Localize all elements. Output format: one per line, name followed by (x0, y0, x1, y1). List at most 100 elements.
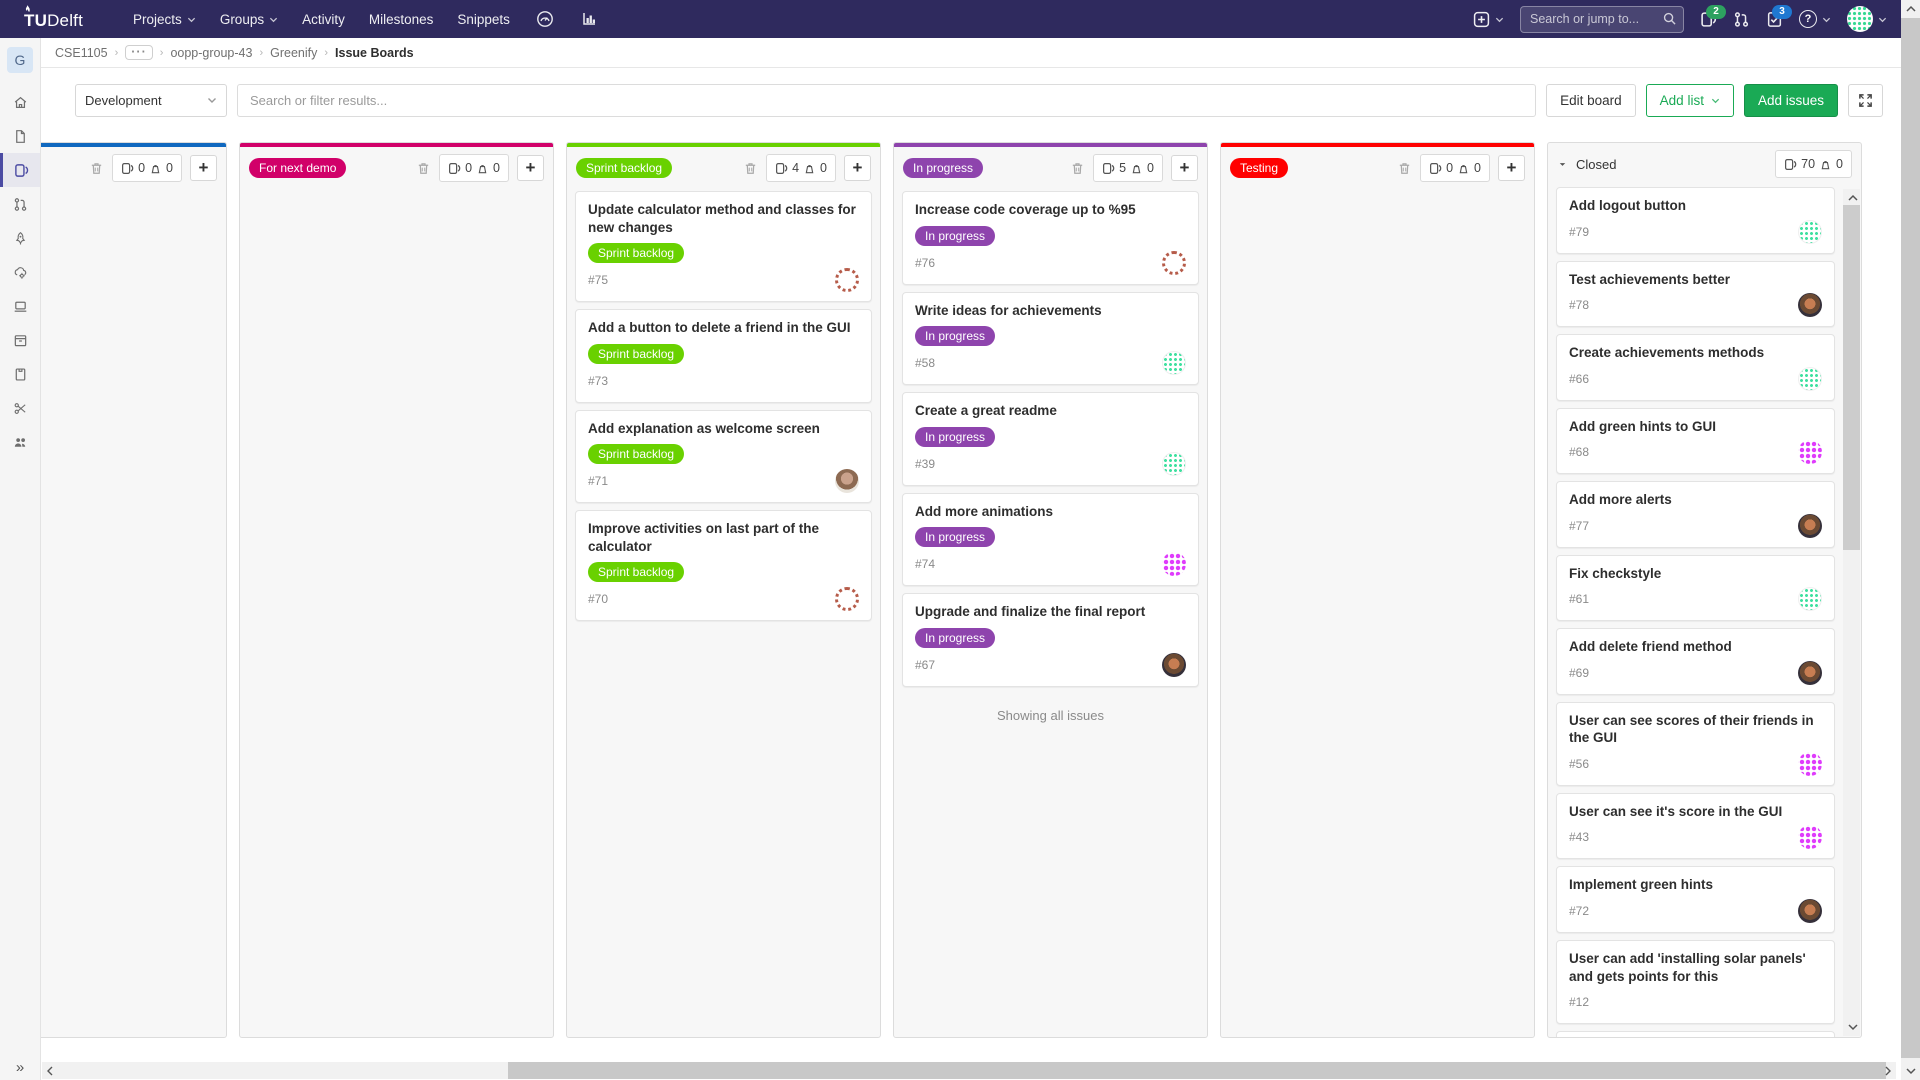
add-issue-to-list-button[interactable]: + (1171, 155, 1198, 181)
board-filter-input[interactable] (237, 83, 1537, 117)
add-issue-to-list-button[interactable]: + (844, 155, 871, 181)
assignee-avatar[interactable] (1798, 440, 1822, 465)
assignee-avatar[interactable] (1798, 825, 1822, 850)
horizontal-scrollbar-thumb[interactable] (508, 1062, 1886, 1079)
issue-label-pill[interactable]: Sprint backlog (588, 444, 685, 465)
issue-title[interactable]: Add delete friend method (1569, 639, 1732, 655)
assignee-avatar[interactable] (835, 587, 859, 612)
issue-card[interactable]: Create a great readme In progress #39 (902, 392, 1199, 486)
fullscreen-button[interactable] (1848, 83, 1883, 117)
issue-title[interactable]: Add a button to delete a friend in the G… (588, 320, 851, 336)
issue-card[interactable]: Add green hints to GUI #68 (1556, 407, 1835, 475)
assignee-avatar[interactable] (835, 268, 859, 293)
tudelft-logo[interactable]: TUDelft (14, 5, 109, 31)
issue-card[interactable]: Increase code coverage up to %95 In progr… (902, 191, 1199, 285)
issue-card[interactable]: Add logout button #79 (1556, 187, 1835, 254)
issue-title[interactable]: User can add 'installing solar panels' a… (1569, 951, 1806, 984)
issue-title[interactable]: Add explanation as welcome screen (588, 420, 820, 436)
analytics-chart-icon[interactable] (580, 10, 598, 28)
scroll-right-arrow[interactable] (1880, 1062, 1896, 1079)
add-issue-to-list-button[interactable]: + (190, 155, 217, 181)
issue-card[interactable]: Add delete friend method #69 (1556, 628, 1835, 695)
navbar-todos-button[interactable]: 3 (1766, 4, 1792, 28)
issue-title[interactable]: Add logout button (1569, 198, 1686, 213)
issue-card[interactable]: Test achievements better #78 (1556, 260, 1835, 328)
project-avatar[interactable]: G (7, 47, 33, 73)
delete-list-button[interactable] (743, 161, 758, 176)
breadcrumb-subgroup[interactable]: oopp-group-43 (170, 45, 253, 60)
issue-title[interactable]: Create a great readme (915, 403, 1057, 419)
assignee-avatar[interactable] (1798, 366, 1822, 391)
issue-card[interactable]: User can add 'installing solar panels' a… (1556, 940, 1835, 1025)
issue-title[interactable]: User can see scores of their friends in … (1569, 712, 1814, 746)
issue-title[interactable]: Add green hints to GUI (1569, 418, 1716, 434)
sidebar-item-packages[interactable] (0, 323, 40, 357)
assignee-avatar[interactable] (1162, 451, 1186, 476)
issue-title[interactable]: User can see it's score in the GUI (1569, 803, 1783, 819)
assignee-avatar[interactable] (1162, 351, 1186, 376)
sidebar-expand-button[interactable]: » (15, 1059, 25, 1076)
assignee-avatar[interactable] (1798, 219, 1822, 244)
nav-groups[interactable]: Groups (220, 12, 278, 27)
issue-card[interactable]: User can see scores of their friends in … (1556, 701, 1835, 786)
add-issues-button[interactable]: Add issues (1743, 83, 1838, 117)
assignee-avatar[interactable] (1798, 751, 1822, 776)
add-issue-to-list-button[interactable]: + (517, 155, 544, 181)
issue-label-pill[interactable]: In progress (915, 225, 996, 246)
scroll-left-arrow[interactable] (42, 1062, 58, 1079)
issue-title[interactable]: Write ideas for achievements (915, 302, 1102, 318)
scroll-down-arrow[interactable] (1901, 1062, 1920, 1080)
navbar-merge-requests-button[interactable] (1733, 11, 1750, 28)
horizontal-scrollbar[interactable] (42, 1062, 1896, 1079)
issue-label-pill[interactable]: Sprint backlog (588, 343, 685, 364)
issue-card[interactable]: Update calculator method and classes for… (575, 191, 872, 303)
board-select[interactable]: Development (75, 83, 227, 117)
issue-title[interactable]: Update calculator method and classes for… (588, 202, 856, 235)
user-menu-button[interactable] (1847, 6, 1887, 32)
issue-card[interactable]: Upgrade and finalize the final report In … (902, 593, 1199, 687)
delete-list-button[interactable] (1070, 161, 1085, 176)
global-search-input[interactable] (1521, 12, 1683, 26)
sidebar-item-overview[interactable] (0, 85, 40, 119)
issue-title[interactable]: Test achievements better (1569, 271, 1731, 287)
issue-card[interactable]: Add more animations In progress #74 (902, 492, 1199, 587)
new-menu-button[interactable] (1473, 11, 1504, 28)
issue-title[interactable]: Upgrade and finalize the final report (915, 604, 1146, 620)
issue-card[interactable]: Add a button to delete a friend in the G… (575, 309, 872, 403)
assignee-avatar[interactable] (1162, 652, 1186, 677)
issue-title[interactable]: Fix checkstyle (1569, 565, 1662, 581)
help-menu-button[interactable]: ? (1799, 10, 1831, 28)
page-scrollbar-thumb[interactable] (1901, 18, 1920, 1058)
sidebar-item-wiki[interactable] (0, 357, 40, 391)
breadcrumb-group[interactable]: CSE1105 (55, 45, 108, 60)
sidebar-item-members[interactable] (0, 425, 40, 459)
nav-milestones[interactable]: Milestones (368, 11, 434, 27)
add-issue-to-list-button[interactable]: + (1498, 155, 1525, 181)
assignee-avatar[interactable] (1798, 660, 1822, 685)
issue-card[interactable]: User can see it's score in the GUI #43 (1556, 792, 1835, 860)
scroll-up-arrow[interactable] (1843, 189, 1862, 207)
issue-card[interactable]: Add more alerts #77 (1556, 481, 1835, 548)
breadcrumb-project[interactable]: Greenify (270, 45, 318, 60)
issue-card[interactable]: Add explanation as welcome screen Sprint … (575, 409, 872, 504)
issue-label-pill[interactable]: In progress (915, 527, 996, 548)
assignee-avatar[interactable] (1798, 513, 1822, 538)
dashboard-gauge-icon[interactable] (536, 10, 554, 28)
nav-activity[interactable]: Activity (302, 11, 345, 27)
delete-list-button[interactable] (89, 161, 104, 176)
sidebar-item-operations[interactable] (0, 255, 40, 289)
page-scrollbar[interactable] (1901, 0, 1920, 1080)
issue-title[interactable]: Increase code coverage up to %95 (915, 202, 1136, 217)
issue-card[interactable]: Implement green hints #72 (1556, 866, 1835, 934)
delete-list-button[interactable] (416, 161, 431, 176)
issue-card[interactable]: Fix checkstyle #61 (1556, 554, 1835, 622)
issue-title[interactable]: Improve activities on last part of the c… (588, 521, 820, 554)
issue-title[interactable]: Implement green hints (1569, 877, 1714, 893)
scroll-down-arrow[interactable] (1843, 1018, 1862, 1036)
issue-card[interactable]: Improve activities on last part of the c… (575, 510, 872, 622)
assignee-avatar[interactable] (835, 469, 859, 494)
scroll-up-arrow[interactable] (1901, 0, 1920, 18)
issue-title[interactable]: Add more animations (915, 503, 1054, 519)
sidebar-item-cicd[interactable] (0, 221, 40, 255)
assignee-avatar[interactable] (1798, 587, 1822, 612)
